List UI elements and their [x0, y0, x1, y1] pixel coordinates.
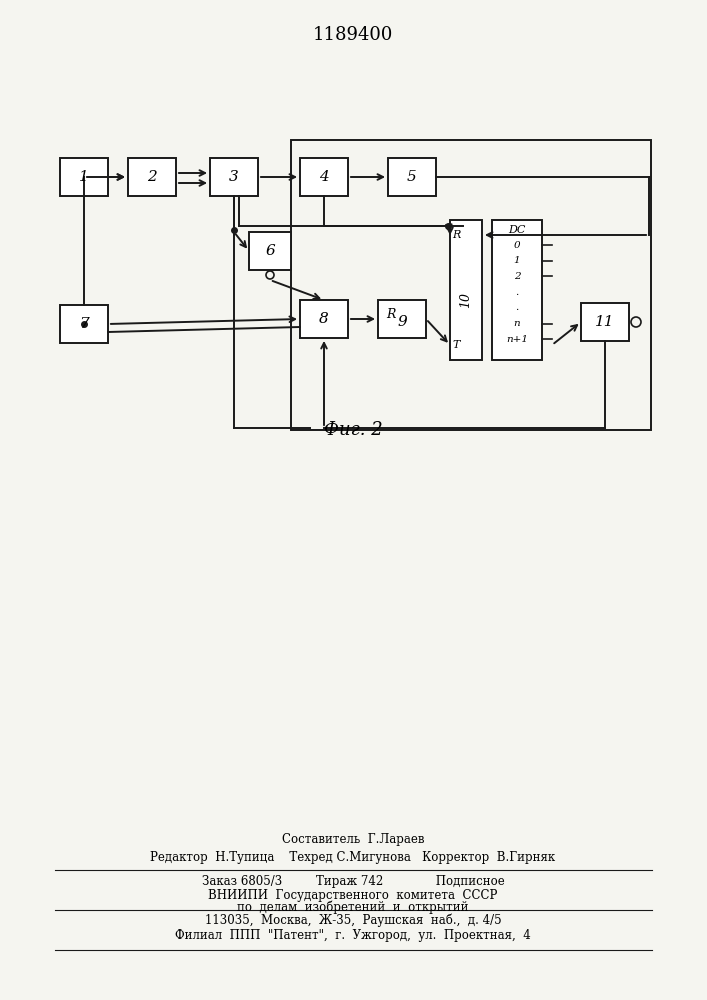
- Bar: [300, 158, 348, 196]
- Text: .: .: [515, 303, 519, 312]
- Bar: [60, 158, 108, 196]
- Bar: [388, 158, 436, 196]
- Text: 4: 4: [319, 170, 329, 184]
- Text: Составитель  Г.Лараев: Составитель Г.Лараев: [282, 834, 424, 846]
- Text: Филиал  ППП  "Патент",  г.  Ужгород,  ул.  Проектная,  4: Филиал ППП "Патент", г. Ужгород, ул. Про…: [175, 928, 531, 942]
- Bar: [249, 232, 291, 270]
- Text: 113035,  Москва,  Ж-35,  Раушская  наб.,  д. 4/5: 113035, Москва, Ж-35, Раушская наб., д. …: [205, 913, 501, 927]
- Text: Редактор  Н.Тупица    Техред С.Мигунова   Корректор  В.Гирняк: Редактор Н.Тупица Техред С.Мигунова Корр…: [151, 852, 556, 864]
- Text: Фиг. 2: Фиг. 2: [324, 421, 382, 439]
- Text: ВНИИПИ  Государственного  комитета  СССР: ВНИИПИ Государственного комитета СССР: [209, 888, 498, 902]
- Text: 9: 9: [397, 315, 407, 329]
- Text: 5: 5: [407, 170, 417, 184]
- Text: 6: 6: [265, 244, 275, 258]
- Text: 1: 1: [514, 256, 520, 265]
- Text: по  делам  изобретений  и  открытий: по делам изобретений и открытий: [238, 900, 469, 914]
- Text: n: n: [514, 319, 520, 328]
- Bar: [492, 220, 542, 360]
- Text: 10: 10: [460, 292, 472, 308]
- Text: 7: 7: [79, 317, 89, 331]
- Text: .: .: [515, 288, 519, 297]
- Text: R: R: [452, 230, 460, 240]
- Bar: [128, 158, 176, 196]
- Text: n+1: n+1: [506, 335, 528, 344]
- Text: 1189400: 1189400: [312, 26, 393, 44]
- Text: 8: 8: [319, 312, 329, 326]
- Text: 11: 11: [595, 315, 615, 329]
- Text: R: R: [386, 308, 395, 320]
- Bar: [210, 158, 258, 196]
- Bar: [450, 220, 482, 360]
- Bar: [581, 303, 629, 341]
- Text: DC: DC: [508, 225, 526, 235]
- Text: 1: 1: [79, 170, 89, 184]
- Text: 0: 0: [514, 240, 520, 249]
- Text: 2: 2: [147, 170, 157, 184]
- Text: Заказ 6805/3         Тираж 742              Подписное: Заказ 6805/3 Тираж 742 Подписное: [201, 876, 504, 888]
- Bar: [378, 300, 426, 338]
- Bar: [60, 305, 108, 343]
- Text: 2: 2: [514, 272, 520, 281]
- Text: 3: 3: [229, 170, 239, 184]
- Text: T: T: [452, 340, 460, 350]
- Bar: [300, 300, 348, 338]
- Bar: [291, 140, 651, 430]
